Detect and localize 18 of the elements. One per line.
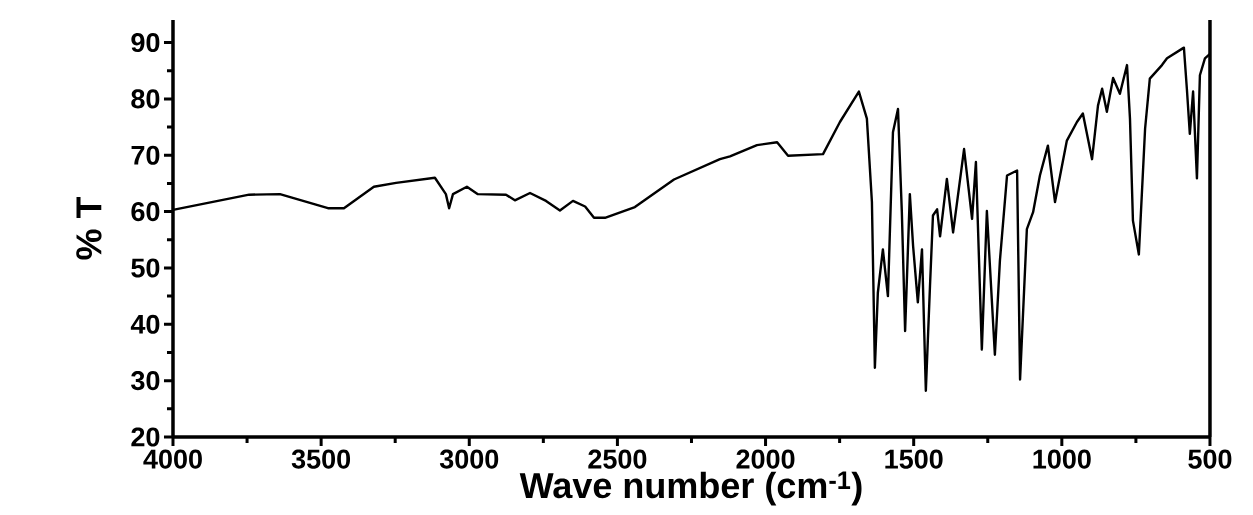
x-tick-label: 4000 — [143, 449, 202, 469]
y-tick-label: 50 — [131, 258, 160, 278]
x-tick-label: 1500 — [885, 449, 943, 469]
x-tick-label: 3500 — [291, 449, 351, 469]
y-tick-label: 60 — [131, 202, 160, 222]
x-tick-label: 1000 — [1033, 449, 1091, 469]
y-tick-label: 20 — [131, 427, 160, 447]
y-axis-title: % T — [76, 196, 102, 260]
x-tick-label: 500 — [1188, 449, 1232, 469]
y-tick-label: 40 — [130, 314, 160, 334]
y-tick-label: 90 — [131, 32, 160, 53]
x-tick-label: 3000 — [439, 449, 499, 469]
y-tick-label: 80 — [131, 89, 160, 109]
x-axis-title: Wave number (cm$^{-1}$) — [519, 471, 862, 506]
x-tick-label: 2000 — [736, 449, 795, 469]
y-tick-label: 30 — [131, 371, 160, 391]
y-tick-label: 70 — [131, 145, 160, 165]
x-tick-label: 2500 — [588, 449, 647, 469]
